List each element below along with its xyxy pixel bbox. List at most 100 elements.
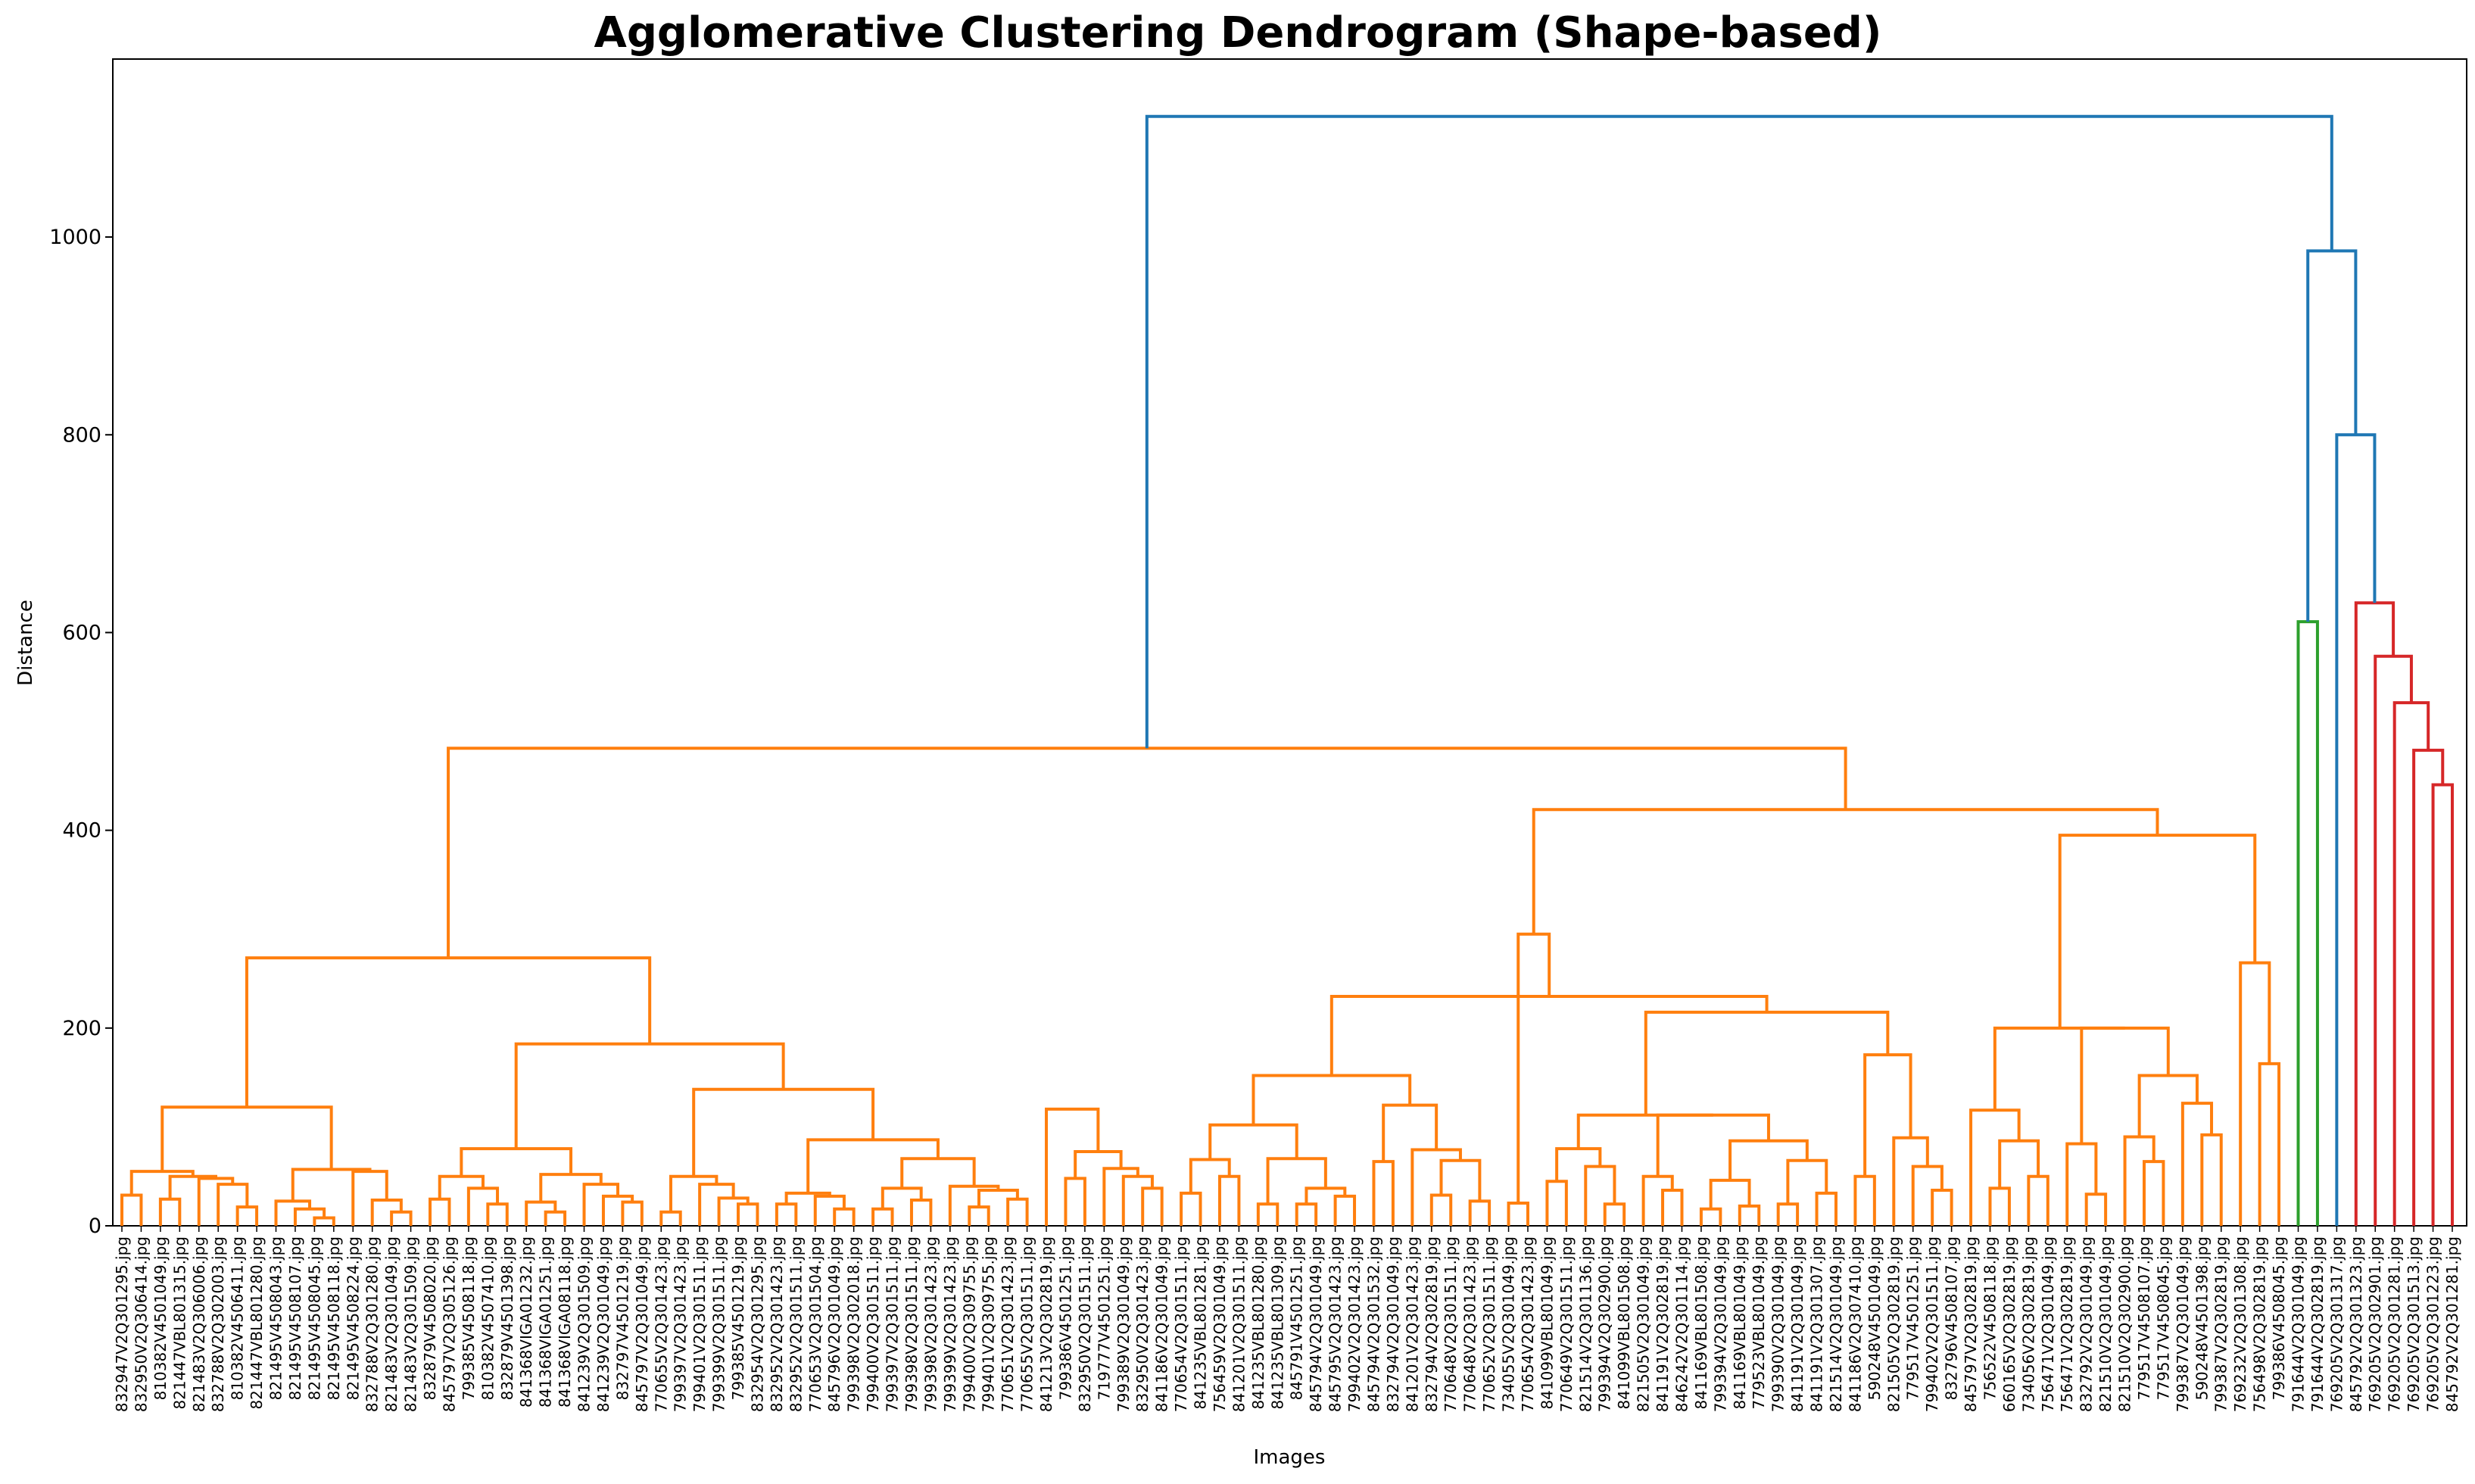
dendrogram-link [370,1199,403,1226]
leaf-label: 756471V2Q301049.jpg [2039,1236,2057,1412]
leaf-label: 832796V4508107.jpg [1943,1236,1961,1400]
leaf-label: 799397V2Q301511.jpg [884,1236,902,1412]
leaf-label: 756498V2Q302819.jpg [2251,1236,2269,1412]
dendrogram-link [1006,1197,1029,1226]
y-tick-label: 0 [89,1214,101,1238]
dendrogram-link [2080,1026,2170,1144]
dendrogram-link [1576,1113,1713,1149]
dendrogram-link [582,1183,620,1226]
leaf-label: 841239V2Q301509.jpg [575,1236,594,1412]
dendrogram-link [1815,1191,1838,1226]
leaf-label: 770651V2Q301423.jpg [999,1236,1017,1412]
leaf-label: 841169VBL801049.jpg [1731,1236,1749,1410]
dendrogram-link [2084,1192,2108,1226]
dendrogram-link [1738,1204,1761,1226]
leaf-label: 590248V4501398.jpg [2193,1236,2211,1400]
leaf-label: 821483V2Q306006.jpg [190,1236,208,1412]
dendrogram-link [466,1186,500,1226]
leaf-label: 799394V2Q301049.jpg [1711,1236,1729,1412]
dendrogram-link [2412,748,2445,1226]
leaf-label: 832792V2Q301049.jpg [2078,1236,2096,1412]
dendrogram-link [806,1138,940,1193]
dendrogram-link [1045,1107,1100,1226]
leaf-label: 845797V2Q305126.jpg [440,1236,458,1412]
y-tick-label: 200 [62,1017,101,1040]
dendrogram-link [1372,1160,1395,1226]
leaf-label: 821510V2Q301049.jpg [2096,1236,2115,1412]
dendrogram-link [274,1199,312,1226]
leaf-label: 845792V2Q301281.jpg [2443,1236,2461,1412]
dendrogram-link [968,1205,990,1226]
dendrogram-link [1931,1188,1953,1226]
leaf-label: 769232V2Q301308.jpg [2231,1236,2249,1412]
leaf-label: 756471V2Q302819.jpg [2058,1236,2076,1412]
dendrogram-link [2239,961,2271,1226]
dendrogram-link [2392,701,2430,1226]
leaf-label: 845794V2Q301532.jpg [1364,1236,1382,1412]
dendrogram-link [313,1216,335,1226]
dendrogram-link [1988,1186,2011,1226]
dendrogram-links [120,114,2454,1226]
leaf-label: 799402V2Q301511.jpg [1923,1236,1941,1412]
leaf-label: 832788V2Q301280.jpg [363,1236,382,1412]
dendrogram-link [1728,1139,1809,1180]
dendrogram-link [2058,834,2257,1028]
leaf-label: 821447VBL801315.jpg [170,1236,189,1410]
leaf-label: 821495V4508043.jpg [267,1236,285,1400]
dendrogram-link [1516,932,1551,1203]
dendrogram-link [737,1202,759,1226]
leaf-label: 841191V2Q301307.jpg [1808,1236,1826,1412]
leaf-label: 845792V2Q301323.jpg [2347,1236,2365,1412]
dendrogram-link [1074,1150,1123,1179]
leaf-label: 841235VBL801309.jpg [1268,1236,1286,1410]
dendrogram-link [120,1193,143,1226]
leaf-label: 779523VBL801049.jpg [1750,1236,1768,1410]
leaf-label: 845791V4501251.jpg [1288,1236,1306,1400]
y-axis-label: Distance [14,600,37,686]
leaf-label: 799398V2Q302018.jpg [845,1236,863,1412]
leaf-label: 841099VBL801508.jpg [1615,1236,1633,1410]
leaf-label: 832950V2Q301423.jpg [1133,1236,1152,1412]
dendrogram-link [2142,1160,2165,1226]
leaf-label: 756459V2Q301049.jpg [1211,1236,1229,1412]
leaf-label: 845796V2Q301049.jpg [825,1236,843,1412]
leaf-label: 841213V2Q302819.jpg [1037,1236,1055,1412]
leaf-label: 791644V2Q302819.jpg [2308,1236,2327,1412]
leaf-label: 832950V2Q306414.jpg [132,1236,150,1412]
dendrogram-link [775,1202,798,1226]
leaf-label: 845794V2Q301049.jpg [1307,1236,1325,1412]
leaf-label: 841368VIGA01251.jpg [537,1236,555,1408]
dendrogram-link [692,1087,875,1177]
leaf-label: 799394V2Q302900.jpg [1596,1236,1614,1412]
leaf-label: 769205V2Q301513.jpg [2405,1236,2423,1412]
leaf-label: 799397V2Q301423.jpg [672,1236,690,1412]
y-tick-label: 600 [62,621,101,644]
leaf-label: 799399V2Q301423.jpg [941,1236,959,1412]
dendrogram-link [2027,1174,2050,1226]
dendrogram-link [2123,1135,2155,1226]
leaf-label: 832952V2Q301511.jpg [787,1236,805,1412]
dendrogram-link [717,1196,750,1226]
leaf-label: 799386V4508045.jpg [2270,1236,2288,1400]
leaf-label: 799402V2Q301423.jpg [1345,1236,1364,1412]
dendrogram-link [1121,1174,1154,1226]
leaf-label: 799401V2Q309755.jpg [980,1236,998,1412]
leaf-label: 799389V2Q301049.jpg [1114,1236,1133,1412]
leaf-label: 821495V4508118.jpg [325,1236,343,1400]
dendrogram-link [1863,1053,1912,1177]
leaf-label: 810382V4507410.jpg [478,1236,497,1400]
leaf-label: 770648V2Q301511.jpg [1442,1236,1460,1412]
dendrogram-link [659,1210,682,1226]
leaf-label: 841201V2Q301511.jpg [1230,1236,1248,1412]
leaf-label: 832950V2Q301511.jpg [1076,1236,1094,1412]
dendrogram-link [1993,1026,2125,1111]
dendrogram-link [1208,1123,1298,1160]
leaf-label: 799400V2Q301511.jpg [864,1236,882,1412]
dendrogram-link [669,1174,718,1212]
dendrogram-link [161,1105,333,1172]
leaf-label: 832794V2Q302819.jpg [1423,1236,1441,1412]
leaf-label: 769205V2Q302901.jpg [2366,1236,2384,1412]
leaf-label: 734056V2Q302819.jpg [2019,1236,2037,1412]
dendrogram-link [1969,1108,2021,1226]
